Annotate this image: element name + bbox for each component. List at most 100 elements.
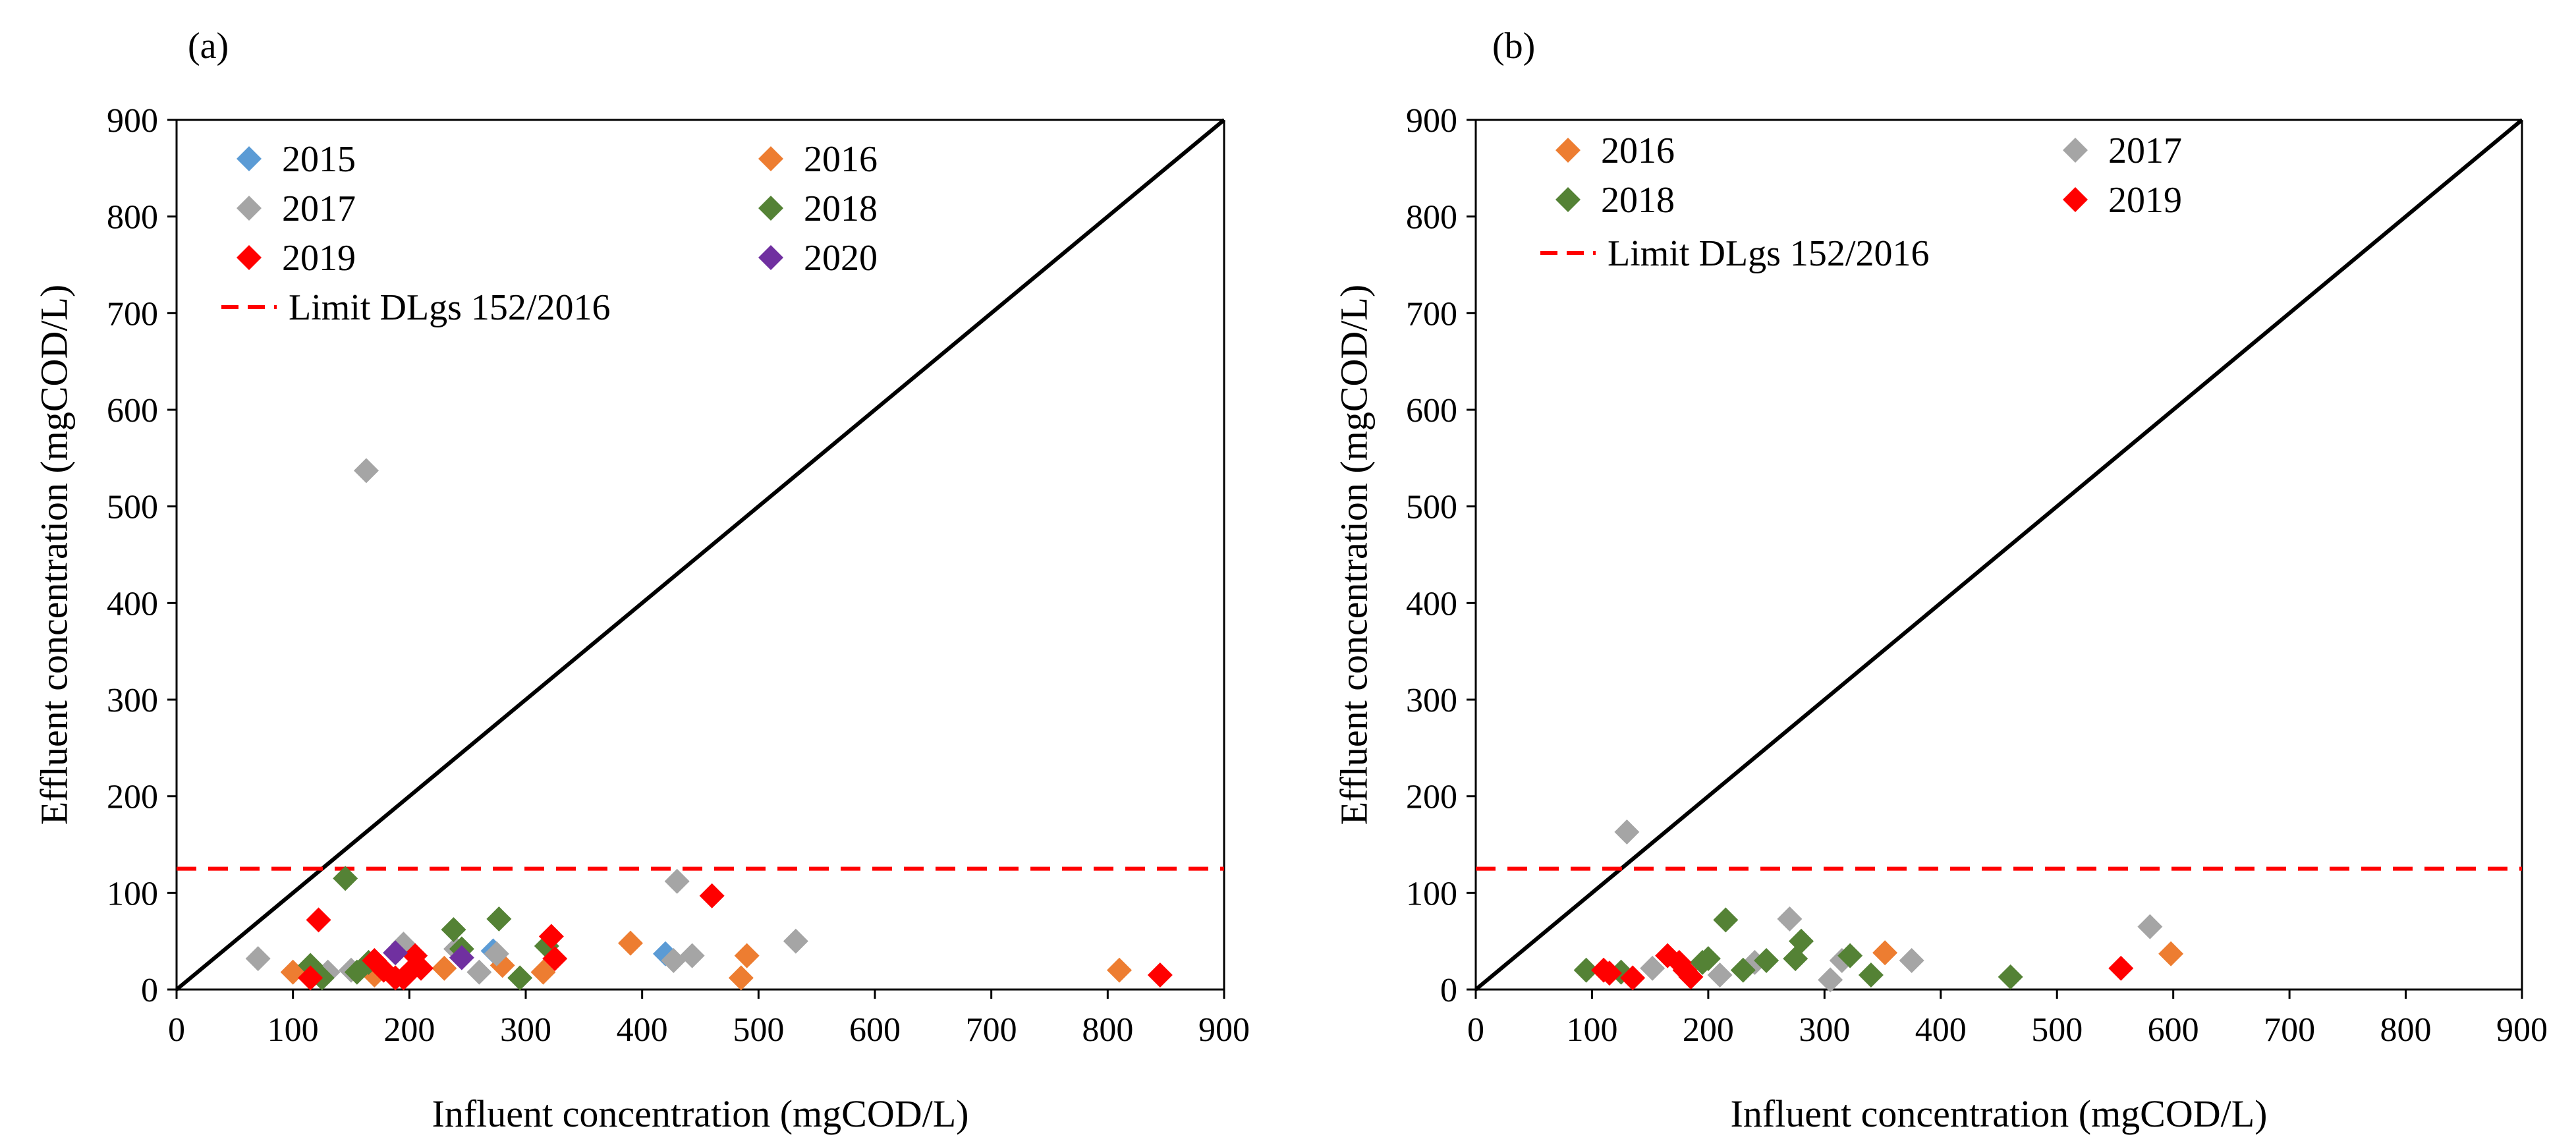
x-tick-label: 900 [2496,1011,2548,1049]
y-tick-label: 900 [1406,102,1457,140]
x-tick-label: 300 [1799,1011,1850,1049]
y-tick-label: 900 [107,102,158,140]
data-point [466,959,492,985]
legend-label: 2017 [2108,130,2182,171]
panel-label: (b) [1492,26,1535,67]
x-tick-label: 700 [2264,1011,2315,1049]
data-point [306,907,331,933]
reference-line-1to1 [175,118,1225,991]
legend-marker [237,196,262,221]
data-point [1707,963,1733,988]
x-axis-title: Influent concentration (mgCOD/L) [1731,1092,2268,1135]
legend-label: 2015 [282,139,356,180]
x-tick-label: 0 [1467,1011,1484,1049]
legend-label: 2017 [282,188,356,229]
data-point [391,965,416,991]
x-tick-label: 700 [966,1011,1017,1049]
x-tick-label: 500 [733,1011,784,1049]
data-point [1678,964,1704,990]
x-tick-label: 200 [1683,1011,1734,1049]
x-tick-label: 200 [383,1011,435,1049]
data-point [1872,940,1898,966]
legend-marker [2063,138,2088,163]
data-point [408,955,434,981]
data-point [618,930,643,956]
data-point [449,945,474,970]
data-point [1730,957,1756,983]
data-point [728,965,754,991]
x-axis-title: Influent concentration (mgCOD/L) [432,1092,969,1135]
x-tick-label: 500 [2031,1011,2083,1049]
y-tick-label: 300 [107,682,158,719]
y-tick-label: 800 [1406,199,1457,237]
data-point [1818,967,1843,993]
legend-label: 2016 [1601,130,1675,171]
data-point [1777,906,1803,932]
y-tick-label: 500 [1406,489,1457,526]
data-point [679,943,705,968]
data-point [1640,955,1666,981]
data-point [1614,819,1640,845]
data-point [1899,948,1924,973]
data-point [353,458,379,484]
y-tick-label: 600 [107,392,158,430]
x-tick-label: 100 [1566,1011,1617,1049]
legend: 2016 2017 2018 2019 Limit DLgs 152/2016 [1540,130,2182,274]
y-tick-label: 200 [107,779,158,816]
data-point [2108,955,2134,981]
legend-marker [758,146,783,171]
y-axis-title: Effluent concentration (mgCOD/L) [1333,285,1376,825]
x-tick-label: 800 [1082,1011,1133,1049]
data-point [245,946,271,972]
data-point [1596,961,1622,986]
data-point [1754,948,1779,973]
legend-label: 2016 [804,139,878,180]
legend-label: 2018 [804,188,878,229]
data-point [2158,941,2184,966]
x-tick-label: 800 [2380,1011,2432,1049]
legend-marker [758,245,783,270]
legend-marker [1555,138,1581,163]
y-tick-label: 700 [1406,295,1457,333]
data-point [441,917,466,943]
data-point [734,943,760,968]
data-point [383,940,408,966]
data-point [530,959,556,985]
data-point [699,883,725,908]
legend-label: 2018 [1601,180,1675,221]
reference-line-1to1 [1474,118,2523,991]
data-point [1837,943,1863,968]
x-tick-label: 100 [267,1011,319,1049]
y-tick-label: 800 [107,199,158,237]
data-point [1695,946,1721,972]
y-tick-label: 200 [1406,779,1457,816]
y-tick-label: 0 [1440,972,1457,1009]
series-2020 [383,940,474,970]
data-point [298,965,323,991]
x-tick-label: 300 [500,1011,551,1049]
data-point [1147,963,1173,988]
legend-marker [758,196,783,221]
legend-marker [237,245,262,270]
x-tick-label: 600 [2148,1011,2199,1049]
legend-marker [1555,187,1581,212]
y-tick-label: 500 [107,489,158,526]
y-tick-label: 400 [107,585,158,623]
data-point [1573,957,1599,983]
data-point [432,955,457,981]
data-point [783,928,808,954]
y-tick-label: 600 [1406,392,1457,430]
y-tick-label: 100 [1406,875,1457,912]
legend-label: 2020 [804,238,878,279]
series-2019 [298,883,1173,991]
x-tick-label: 900 [1198,1011,1250,1049]
data-point [486,906,512,932]
y-tick-label: 100 [107,875,158,912]
x-tick-label: 0 [168,1011,185,1049]
y-tick-label: 300 [1406,682,1457,719]
data-point [2137,914,2163,939]
data-point [484,941,509,966]
legend-limit-label: Limit DLgs 152/2016 [1608,233,1929,274]
data-point [1789,928,1814,954]
legend-limit-label: Limit DLgs 152/2016 [289,287,610,328]
